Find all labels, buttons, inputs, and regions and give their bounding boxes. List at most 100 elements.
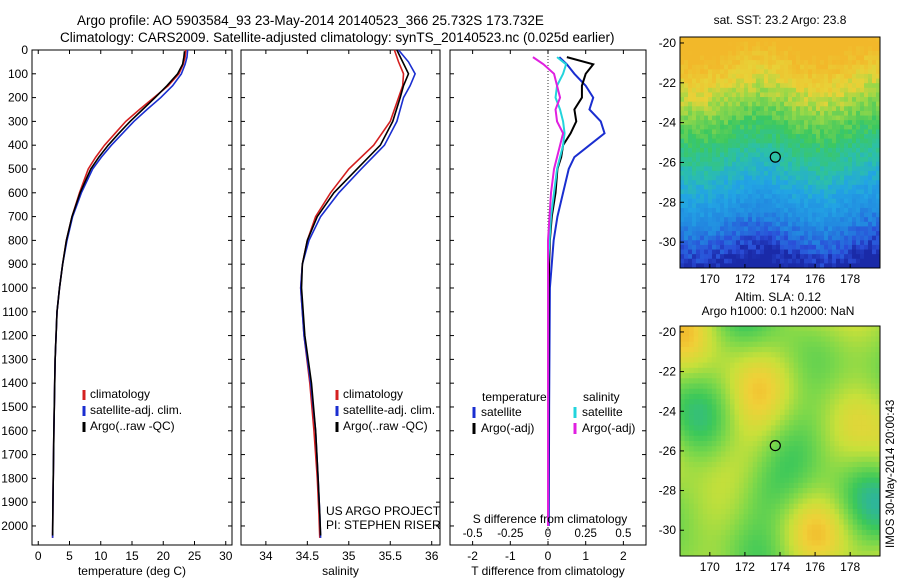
sst-cell <box>732 78 737 84</box>
sst-cell <box>696 134 701 140</box>
sla-cell <box>725 529 731 536</box>
sst-cell <box>688 69 693 75</box>
sst-cell <box>856 134 861 140</box>
sst-cell <box>812 120 817 126</box>
sla-cell <box>789 409 795 416</box>
sst-cell <box>732 69 737 75</box>
sla-cell <box>834 482 840 489</box>
sst-cell <box>804 170 809 176</box>
sst-cell <box>680 203 685 209</box>
sla-cell <box>861 535 867 541</box>
sla-cell <box>789 529 795 536</box>
sla-cell <box>720 477 726 484</box>
sla-cell <box>702 529 708 536</box>
sst-cell <box>808 263 813 269</box>
sst-cell <box>732 83 737 89</box>
sla-cell <box>739 545 745 552</box>
sst-cell <box>852 83 857 89</box>
sst-cell <box>832 180 837 186</box>
sla-cell <box>680 456 685 463</box>
sla-cell <box>820 456 826 463</box>
sla-cell <box>825 326 831 332</box>
sst-cell <box>844 194 849 200</box>
sla-cell <box>684 477 690 484</box>
sla-cell <box>816 336 822 343</box>
sst-cell <box>760 134 765 140</box>
sst-cell <box>728 263 733 269</box>
sst-cell <box>832 101 837 107</box>
sst-cell <box>692 226 697 232</box>
sla-cell <box>748 414 754 421</box>
sst-cell <box>696 263 701 269</box>
sst-cell <box>808 180 813 186</box>
sla-cell <box>689 435 695 442</box>
sla-cell <box>861 326 867 332</box>
sla-cell <box>743 498 749 505</box>
sla-cell <box>757 430 763 437</box>
sla-cell <box>757 362 763 369</box>
sla-cell <box>780 336 785 343</box>
sla-cell <box>761 393 767 400</box>
sst-cell <box>720 41 725 47</box>
legend-entry: satellite-adj. clim. <box>343 403 435 417</box>
sst-cell <box>744 207 749 213</box>
sst-cell <box>808 110 813 116</box>
sla-cell <box>816 420 822 426</box>
sla-cell <box>752 326 758 332</box>
sla-cell <box>757 393 763 400</box>
sst-cell <box>784 231 789 237</box>
sst-cell <box>732 138 737 144</box>
sst-cell <box>872 249 877 255</box>
sst-cell <box>792 254 797 260</box>
sst-cell <box>848 143 853 149</box>
sla-cell <box>693 367 699 374</box>
sst-cell <box>764 143 769 149</box>
sla-cell <box>870 362 876 369</box>
sst-cell <box>852 235 857 241</box>
sst-cell <box>812 207 817 213</box>
sla-cell <box>707 352 713 358</box>
sst-cell <box>712 147 717 153</box>
sla-cell <box>684 362 690 369</box>
sst-cell <box>812 180 817 186</box>
sst-cell <box>692 258 697 264</box>
sst-cell <box>752 157 757 163</box>
sla-cell <box>739 508 745 515</box>
sla-cell <box>716 535 722 541</box>
sst-cell <box>820 170 825 176</box>
sst-cell <box>704 203 709 209</box>
sst-cell <box>752 189 757 195</box>
sla-cell <box>770 545 776 552</box>
sst-cell <box>736 50 741 56</box>
sst-cell <box>748 124 753 130</box>
sst-cell <box>868 55 873 61</box>
sla-cell <box>811 420 817 426</box>
sst-cell <box>828 170 833 176</box>
sst-cell <box>860 129 865 135</box>
sla-cell <box>793 508 799 515</box>
sst-cell <box>868 92 873 98</box>
sst-cell <box>720 50 725 56</box>
sst-cell <box>864 92 869 98</box>
sla-cell <box>743 503 749 510</box>
sst-cell <box>868 60 873 66</box>
x-tick-label: 25 <box>188 549 202 563</box>
sla-cell <box>866 508 872 515</box>
sla-cell <box>870 461 876 468</box>
sla-cell <box>839 393 845 400</box>
sst-cell <box>836 249 841 255</box>
sla-cell <box>857 326 863 332</box>
sst-cell <box>756 161 761 167</box>
sst-cell <box>812 73 817 79</box>
sla-cell <box>748 341 754 348</box>
sst-cell <box>828 180 833 186</box>
sst-cell <box>736 83 741 89</box>
sla-cell <box>852 341 858 348</box>
sst-cell <box>852 106 857 112</box>
sla-cell <box>680 498 685 505</box>
sst-cell <box>760 249 765 255</box>
sst-cell <box>796 207 801 213</box>
sla-cell <box>780 441 785 447</box>
sla-cell <box>680 414 685 421</box>
sla-cell <box>816 430 822 437</box>
